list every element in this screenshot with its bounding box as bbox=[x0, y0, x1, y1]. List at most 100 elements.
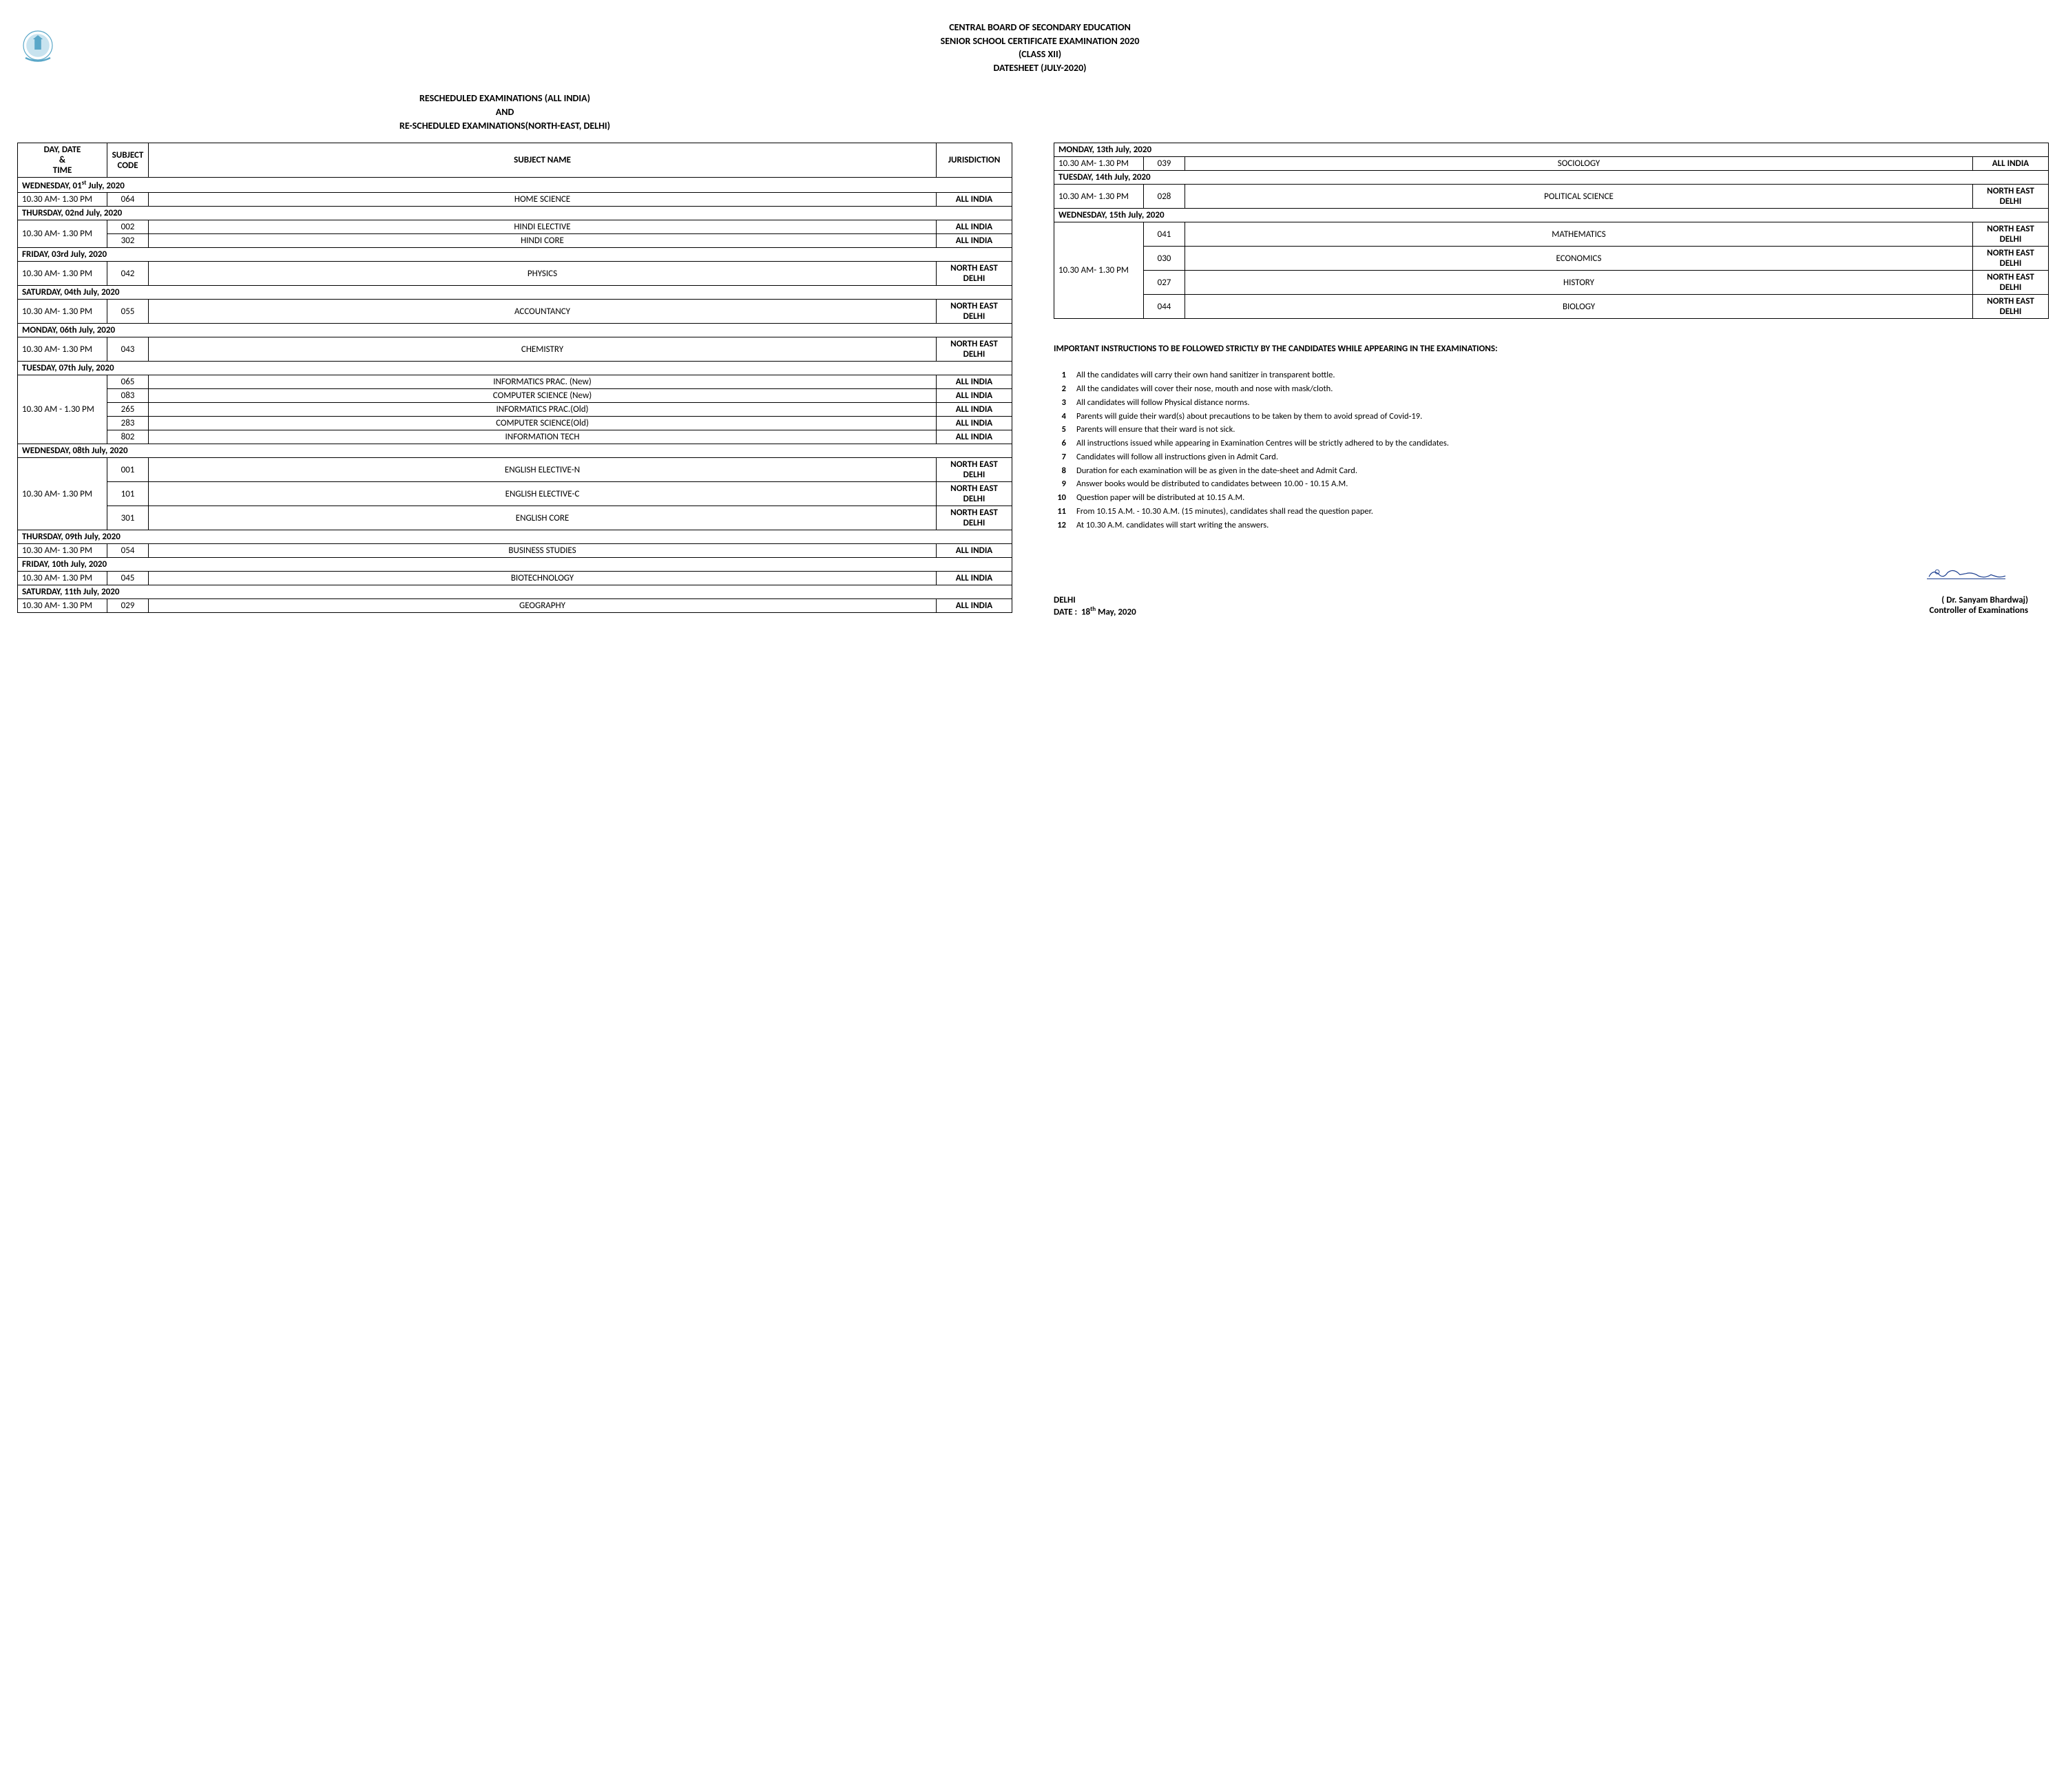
col-juris: JURISDICTION bbox=[937, 143, 1012, 178]
cell-code: 002 bbox=[107, 220, 149, 234]
subheader-line2: AND bbox=[17, 105, 992, 119]
cell-code: 302 bbox=[107, 234, 149, 248]
day-row: TUESDAY, 14th July, 2020 bbox=[1054, 171, 2049, 185]
signature-place: DELHI bbox=[1054, 595, 1136, 605]
cell-subject: BIOLOGY bbox=[1185, 295, 1973, 319]
cell-jurisdiction: ALL INDIA bbox=[937, 599, 1012, 613]
table-row: 030ECONOMICSNORTH EASTDELHI bbox=[1054, 247, 2049, 271]
subheader-line3: RE-SCHEDULED EXAMINATIONS(NORTH-EAST, DE… bbox=[17, 119, 992, 133]
table-header-row: DAY, DATE&TIME SUBJECTCODE SUBJECT NAME … bbox=[18, 143, 1012, 178]
cell-subject: COMPUTER SCIENCE (New) bbox=[149, 389, 937, 403]
cell-subject: CHEMISTRY bbox=[149, 337, 937, 362]
signature-title: Controller of Examinations bbox=[1929, 605, 2049, 616]
cell-code: 044 bbox=[1144, 295, 1185, 319]
cell-code: 027 bbox=[1144, 271, 1185, 295]
cell-time: 10.30 AM - 1.30 PM bbox=[18, 375, 107, 444]
day-label: THURSDAY, 02nd July, 2020 bbox=[18, 207, 1012, 220]
col-daydate: DAY, DATE&TIME bbox=[18, 143, 107, 178]
cell-time: 10.30 AM- 1.30 PM bbox=[18, 337, 107, 362]
day-label: FRIDAY, 10th July, 2020 bbox=[18, 558, 1012, 572]
cell-time: 10.30 AM- 1.30 PM bbox=[1054, 222, 1144, 319]
instruction-item: Duration for each examination will be as… bbox=[1054, 465, 2049, 478]
cell-subject: BUSINESS STUDIES bbox=[149, 544, 937, 558]
instruction-item: From 10.15 A.M. - 10.30 A.M. (15 minutes… bbox=[1054, 506, 2049, 519]
table-row: 027HISTORYNORTH EASTDELHI bbox=[1054, 271, 2049, 295]
table-row: 10.30 AM- 1.30 PM029GEOGRAPHYALL INDIA bbox=[18, 599, 1012, 613]
signature-row: DELHI DATE : 18th May, 2020 ( Dr. Sanyam… bbox=[1054, 595, 2049, 617]
schedule-table-left: DAY, DATE&TIME SUBJECTCODE SUBJECT NAME … bbox=[17, 143, 1012, 613]
day-label: WEDNESDAY, 08th July, 2020 bbox=[18, 444, 1012, 458]
col-subject: SUBJECT NAME bbox=[149, 143, 937, 178]
cell-jurisdiction: ALL INDIA bbox=[937, 220, 1012, 234]
table-row: 301ENGLISH CORENORTH EASTDELHI bbox=[18, 506, 1012, 530]
cell-subject: MATHEMATICS bbox=[1185, 222, 1973, 247]
table-row: 802INFORMATION TECHALL INDIA bbox=[18, 430, 1012, 444]
cell-code: 083 bbox=[107, 389, 149, 403]
cbse-logo-icon bbox=[17, 27, 59, 68]
cell-jurisdiction: NORTH EASTDELHI bbox=[1973, 222, 2049, 247]
instruction-item: Answer books would be distributed to can… bbox=[1054, 478, 2049, 491]
cell-code: 283 bbox=[107, 417, 149, 430]
day-row: SATURDAY, 11th July, 2020 bbox=[18, 585, 1012, 599]
signature-image bbox=[1054, 563, 2049, 590]
cell-subject: POLITICAL SCIENCE bbox=[1185, 185, 1973, 209]
signature-right: ( Dr. Sanyam Bhardwaj) Controller of Exa… bbox=[1929, 595, 2049, 617]
instruction-item: Parents will guide their ward(s) about p… bbox=[1054, 410, 2049, 424]
cell-code: 802 bbox=[107, 430, 149, 444]
cell-subject: ENGLISH CORE bbox=[149, 506, 937, 530]
table-row: 10.30 AM- 1.30 PM042PHYSICSNORTH EASTDEL… bbox=[18, 262, 1012, 286]
header-line3: (CLASS XII) bbox=[72, 48, 2007, 61]
cell-subject: INFORMATICS PRAC. (New) bbox=[149, 375, 937, 389]
day-row: MONDAY, 13th July, 2020 bbox=[1054, 143, 2049, 157]
cell-jurisdiction: NORTH EASTDELHI bbox=[1973, 247, 2049, 271]
content-columns: DAY, DATE&TIME SUBJECTCODE SUBJECT NAME … bbox=[17, 143, 2049, 618]
col-code: SUBJECTCODE bbox=[107, 143, 149, 178]
signature-block: DELHI DATE : 18th May, 2020 ( Dr. Sanyam… bbox=[1054, 563, 2049, 617]
day-row: TUESDAY, 07th July, 2020 bbox=[18, 362, 1012, 375]
cell-subject: HINDI ELECTIVE bbox=[149, 220, 937, 234]
cell-jurisdiction: ALL INDIA bbox=[937, 572, 1012, 585]
instruction-item: At 10.30 A.M. candidates will start writ… bbox=[1054, 519, 2049, 532]
instruction-item: All the candidates will carry their own … bbox=[1054, 369, 2049, 382]
table-row: 10.30 AM- 1.30 PM002HINDI ELECTIVEALL IN… bbox=[18, 220, 1012, 234]
table-row: 10.30 AM- 1.30 PM064HOME SCIENCEALL INDI… bbox=[18, 193, 1012, 207]
cell-code: 265 bbox=[107, 403, 149, 417]
cell-code: 101 bbox=[107, 482, 149, 506]
day-row: WEDNESDAY, 08th July, 2020 bbox=[18, 444, 1012, 458]
table-row: 101ENGLISH ELECTIVE-CNORTH EASTDELHI bbox=[18, 482, 1012, 506]
cell-jurisdiction: NORTH EASTDELHI bbox=[937, 262, 1012, 286]
cell-jurisdiction: ALL INDIA bbox=[937, 403, 1012, 417]
day-row: WEDNESDAY, 15th July, 2020 bbox=[1054, 209, 2049, 222]
cell-subject: SOCIOLOGY bbox=[1185, 157, 1973, 171]
cell-jurisdiction: NORTH EASTDELHI bbox=[937, 458, 1012, 482]
instructions-title: IMPORTANT INSTRUCTIONS TO BE FOLLOWED ST… bbox=[1054, 343, 2049, 355]
day-label: THURSDAY, 09th July, 2020 bbox=[18, 530, 1012, 544]
cell-code: 030 bbox=[1144, 247, 1185, 271]
day-label: TUESDAY, 14th July, 2020 bbox=[1054, 171, 2049, 185]
header-line2: SENIOR SCHOOL CERTIFICATE EXAMINATION 20… bbox=[72, 34, 2007, 48]
left-column: DAY, DATE&TIME SUBJECTCODE SUBJECT NAME … bbox=[17, 143, 1012, 613]
subheader-line1: RESCHEDULED EXAMINATIONS (ALL INDIA) bbox=[17, 92, 992, 105]
cell-code: 054 bbox=[107, 544, 149, 558]
signature-left: DELHI DATE : 18th May, 2020 bbox=[1054, 595, 1136, 617]
cell-jurisdiction: ALL INDIA bbox=[937, 430, 1012, 444]
cell-jurisdiction: NORTH EASTDELHI bbox=[937, 300, 1012, 324]
cell-time: 10.30 AM- 1.30 PM bbox=[18, 300, 107, 324]
instruction-item: All candidates will follow Physical dist… bbox=[1054, 397, 2049, 410]
table-row: 10.30 AM- 1.30 PM054BUSINESS STUDIESALL … bbox=[18, 544, 1012, 558]
cell-time: 10.30 AM- 1.30 PM bbox=[18, 193, 107, 207]
day-row: WEDNESDAY, 01st July, 2020 bbox=[18, 178, 1012, 193]
cell-code: 029 bbox=[107, 599, 149, 613]
cell-jurisdiction: ALL INDIA bbox=[937, 389, 1012, 403]
cell-subject: PHYSICS bbox=[149, 262, 937, 286]
subheader-block: RESCHEDULED EXAMINATIONS (ALL INDIA) AND… bbox=[17, 92, 992, 132]
instruction-item: All instructions issued while appearing … bbox=[1054, 437, 2049, 450]
cell-time: 10.30 AM- 1.30 PM bbox=[18, 458, 107, 530]
cell-subject: GEOGRAPHY bbox=[149, 599, 937, 613]
table-row: 283COMPUTER SCIENCE(Old)ALL INDIA bbox=[18, 417, 1012, 430]
day-label: WEDNESDAY, 01st July, 2020 bbox=[18, 178, 1012, 193]
day-row: THURSDAY, 09th July, 2020 bbox=[18, 530, 1012, 544]
table-row: 10.30 AM- 1.30 PM055ACCOUNTANCYNORTH EAS… bbox=[18, 300, 1012, 324]
cell-time: 10.30 AM- 1.30 PM bbox=[1054, 157, 1144, 171]
table-row: 265INFORMATICS PRAC.(Old)ALL INDIA bbox=[18, 403, 1012, 417]
